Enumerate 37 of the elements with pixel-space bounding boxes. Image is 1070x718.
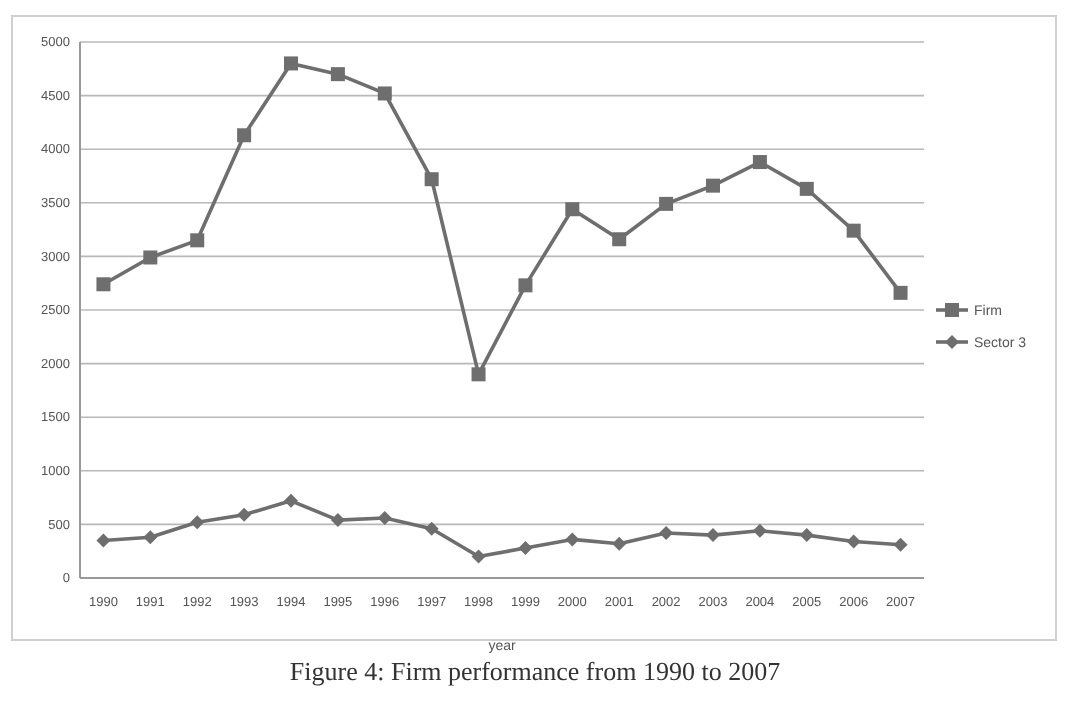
point	[706, 178, 720, 193]
point	[612, 536, 627, 551]
caption: Figure 4: Firm performance from 1990 to 2007	[289, 656, 782, 686]
point	[799, 181, 814, 196]
point	[377, 510, 392, 525]
point	[190, 515, 205, 530]
point	[752, 155, 767, 170]
point	[471, 549, 486, 564]
point	[424, 521, 439, 536]
point	[237, 507, 252, 522]
point	[424, 172, 439, 187]
point	[706, 528, 720, 543]
point	[659, 525, 674, 540]
point	[471, 367, 486, 382]
point	[96, 533, 111, 548]
point	[565, 532, 580, 547]
point	[143, 530, 158, 545]
point	[330, 67, 345, 82]
point	[893, 537, 908, 552]
point	[659, 196, 674, 211]
point	[893, 285, 908, 300]
point	[237, 128, 252, 143]
point	[846, 534, 861, 549]
point	[565, 202, 580, 217]
point	[799, 528, 814, 543]
point	[518, 540, 533, 555]
point	[752, 523, 767, 538]
point	[96, 277, 111, 292]
point	[143, 250, 158, 265]
point	[284, 56, 298, 71]
point	[284, 493, 298, 508]
point	[190, 233, 205, 248]
point	[612, 232, 627, 247]
point	[846, 223, 861, 238]
point	[330, 513, 345, 528]
point	[518, 278, 533, 293]
point	[377, 86, 392, 101]
